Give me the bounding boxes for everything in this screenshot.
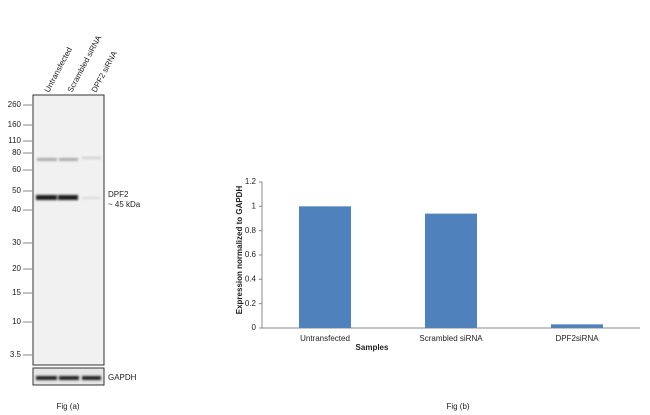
y-tick-label: 1 <box>252 201 257 210</box>
bar <box>299 206 351 328</box>
marker-label: 50 <box>12 186 21 195</box>
band <box>82 197 100 199</box>
y-tick-label: 0.8 <box>245 226 257 235</box>
marker-label: 160 <box>8 120 22 129</box>
marker-label: 80 <box>12 148 21 157</box>
caption: Fig (b) <box>446 402 469 411</box>
y-tick-label: 0.2 <box>245 299 257 308</box>
band <box>58 195 78 200</box>
marker-label: 15 <box>12 288 21 297</box>
bands <box>36 157 101 200</box>
marker-label: 20 <box>12 264 21 273</box>
x-tick-label: Untransfected <box>300 334 350 343</box>
caption: Fig (a) <box>56 402 79 411</box>
marker-label: 110 <box>8 136 21 145</box>
target-label: DPF2 <box>108 190 129 199</box>
marker-label: 30 <box>12 238 21 247</box>
bar <box>551 324 603 328</box>
y-axis-label: Expression normalized to GAPDH <box>235 186 244 315</box>
marker-label: 40 <box>12 205 21 214</box>
y-tick-label: 0.4 <box>245 274 257 283</box>
size-label: ~ 45 kDa <box>108 200 141 209</box>
band <box>59 376 79 380</box>
band <box>37 158 57 161</box>
y-tick-label: 0.6 <box>245 250 257 259</box>
band <box>36 376 57 380</box>
marker-label: 60 <box>12 165 21 174</box>
control-label: GAPDH <box>108 373 137 382</box>
x-axis-label: Samples <box>356 343 389 352</box>
bar <box>425 213 477 328</box>
y-tick-label: 0 <box>252 323 257 332</box>
band <box>82 376 101 380</box>
band <box>36 195 57 200</box>
marker-label: 10 <box>12 317 21 326</box>
band <box>59 158 78 161</box>
lane-label: DPF2 siRNA <box>90 49 120 94</box>
band <box>82 157 101 159</box>
marker-label: 3.5 <box>10 350 22 359</box>
x-tick-label: DPF2siRNA <box>555 334 599 343</box>
y-tick-label: 1.2 <box>245 177 257 186</box>
blot-membrane <box>32 94 105 366</box>
marker-label: 260 <box>8 100 22 109</box>
gapdh-bands <box>36 376 101 380</box>
x-tick-label: Scrambled siRNA <box>419 334 483 343</box>
